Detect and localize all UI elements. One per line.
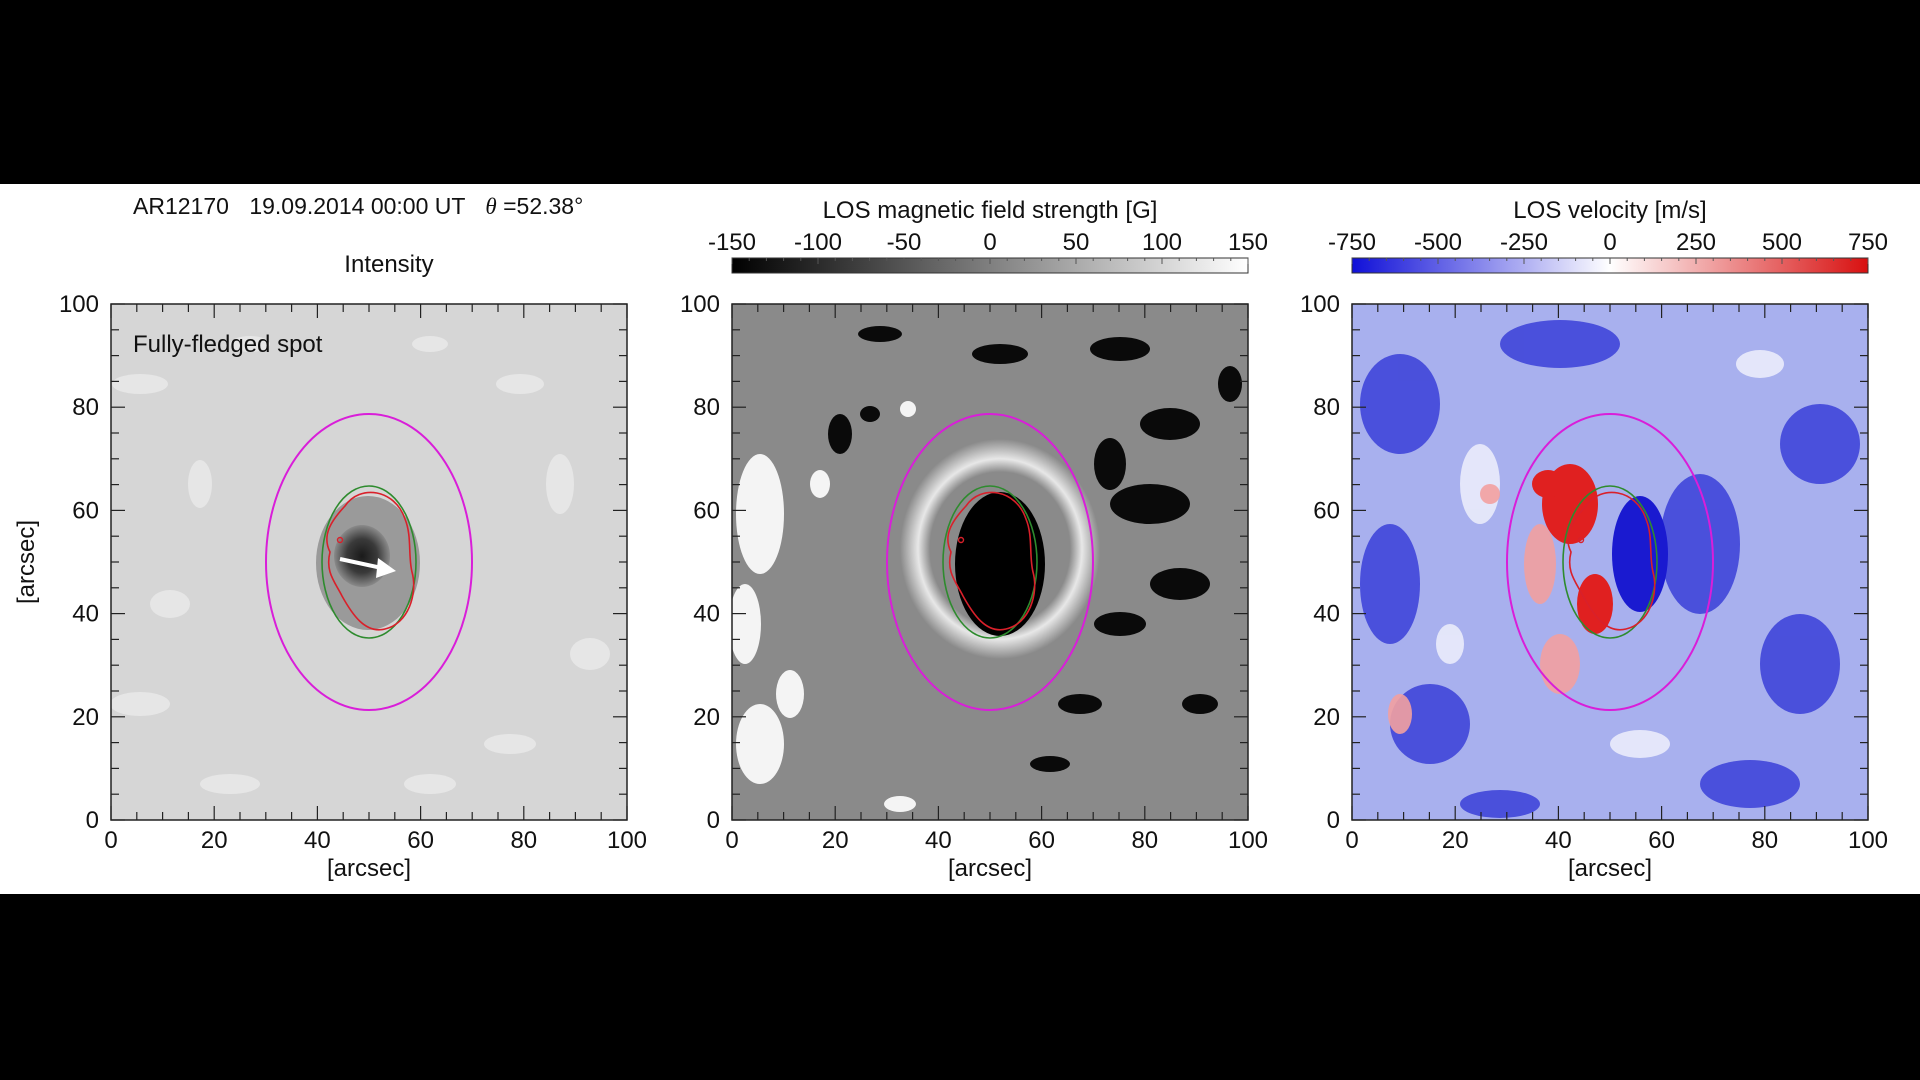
x-tick-label: 60 [407, 827, 434, 854]
outer-ellipse-contour [265, 413, 473, 711]
y-tick-label: 20 [72, 704, 99, 731]
colorbar-tick-label: -750 [1328, 229, 1376, 256]
y-tick-label: 40 [1313, 601, 1340, 628]
x-tick-label: 60 [1648, 827, 1675, 854]
y-tick-label: 0 [86, 807, 99, 834]
x-tick-label: 60 [1028, 827, 1055, 854]
y-tick-label: 80 [693, 394, 720, 421]
x-tick-label: 20 [1442, 827, 1469, 854]
colorbar-tick-label: 50 [1063, 229, 1090, 256]
colorbar-tick-label: 750 [1848, 229, 1888, 256]
intensity-xlabel: [arcsec] [327, 855, 411, 882]
region-label: AR12170 [133, 193, 229, 219]
figure-area: AR12170 19.09.2014 00:00 UT θ =52.38° In… [0, 184, 1920, 894]
umbra-contour [326, 491, 415, 631]
colorbar-tick-label: 500 [1762, 229, 1802, 256]
x-tick-label: 20 [822, 827, 849, 854]
x-tick-label: 80 [1131, 827, 1158, 854]
colorbar-tick-label: 100 [1142, 229, 1182, 256]
y-tick-label: 60 [1313, 497, 1340, 524]
umbra-contour [1567, 491, 1656, 631]
x-tick-label: 0 [1345, 827, 1358, 854]
x-tick-label: 100 [1228, 827, 1268, 854]
y-tick-label: 40 [72, 601, 99, 628]
colorbar-tick-label: 0 [983, 229, 996, 256]
umbra-contour [947, 491, 1036, 631]
y-tick-label: 80 [1313, 394, 1340, 421]
velocity-map [1352, 304, 1868, 820]
datetime-label: 19.09.2014 00:00 UT [249, 193, 465, 219]
intensity-ylabel: [arcsec] [13, 520, 40, 604]
y-tick-label: 60 [72, 497, 99, 524]
colorbar-tick-label: 250 [1676, 229, 1716, 256]
colorbar-tick-label: -500 [1414, 229, 1462, 256]
y-tick-label: 100 [59, 291, 99, 318]
x-tick-label: 0 [725, 827, 738, 854]
outer-ellipse-contour [886, 413, 1094, 711]
contour-group [886, 413, 1094, 711]
x-tick-label: 20 [201, 827, 228, 854]
x-tick-label: 40 [304, 827, 331, 854]
y-tick-label: 20 [693, 704, 720, 731]
contour-group [1506, 413, 1714, 711]
y-tick-label: 0 [1327, 807, 1340, 834]
theta-symbol: θ [485, 194, 496, 219]
colorbar-tick-label: 150 [1228, 229, 1268, 256]
y-tick-label: 40 [693, 601, 720, 628]
contour-group [265, 413, 473, 711]
colorbar-tick-label: -250 [1500, 229, 1548, 256]
y-tick-label: 20 [1313, 704, 1340, 731]
theta-value: =52.38° [503, 193, 583, 219]
svg-text:AR12170 19.09.2014 00:00 U: AR12170 19.09.2014 00:00 UT θ =52.38° [133, 193, 583, 219]
colorbar-tick-label: 0 [1603, 229, 1616, 256]
x-tick-label: 80 [1751, 827, 1778, 854]
x-tick-label: 100 [1848, 827, 1888, 854]
velocity-xlabel: [arcsec] [1568, 855, 1652, 882]
velocity-colorbar-title: LOS velocity [m/s] [1513, 197, 1706, 224]
white-arrow-icon [339, 557, 396, 578]
penumbra-contour [942, 485, 1038, 639]
x-tick-label: 80 [510, 827, 537, 854]
magnetic-colorbar-title: LOS magnetic field strength [G] [823, 197, 1158, 224]
colorbar-tick-label: -150 [708, 229, 756, 256]
umbra-small-contour [957, 536, 965, 544]
intensity-title: Intensity [344, 251, 433, 278]
fully-fledged-spot-label: Fully-fledged spot [133, 331, 323, 358]
y-tick-label: 80 [72, 394, 99, 421]
intensity-map [111, 304, 627, 820]
solar-observation-figure: AR12170 19.09.2014 00:00 UT θ =52.38° In… [13, 193, 1888, 882]
magnetic-field-map [732, 304, 1248, 820]
y-tick-label: 60 [693, 497, 720, 524]
umbra-small-contour [336, 536, 344, 544]
outer-ellipse-contour [1506, 413, 1714, 711]
y-tick-label: 100 [1300, 291, 1340, 318]
x-tick-label: 0 [104, 827, 117, 854]
penumbra-contour [321, 485, 417, 639]
x-tick-label: 40 [925, 827, 952, 854]
umbra-small-contour [1577, 536, 1585, 544]
y-tick-label: 0 [707, 807, 720, 834]
x-tick-label: 40 [1545, 827, 1572, 854]
colorbar-tick-label: -100 [794, 229, 842, 256]
colorbar-tick-label: -50 [887, 229, 922, 256]
magnetic-xlabel: [arcsec] [948, 855, 1032, 882]
y-tick-label: 100 [680, 291, 720, 318]
penumbra-contour [1562, 485, 1658, 639]
x-tick-label: 100 [607, 827, 647, 854]
